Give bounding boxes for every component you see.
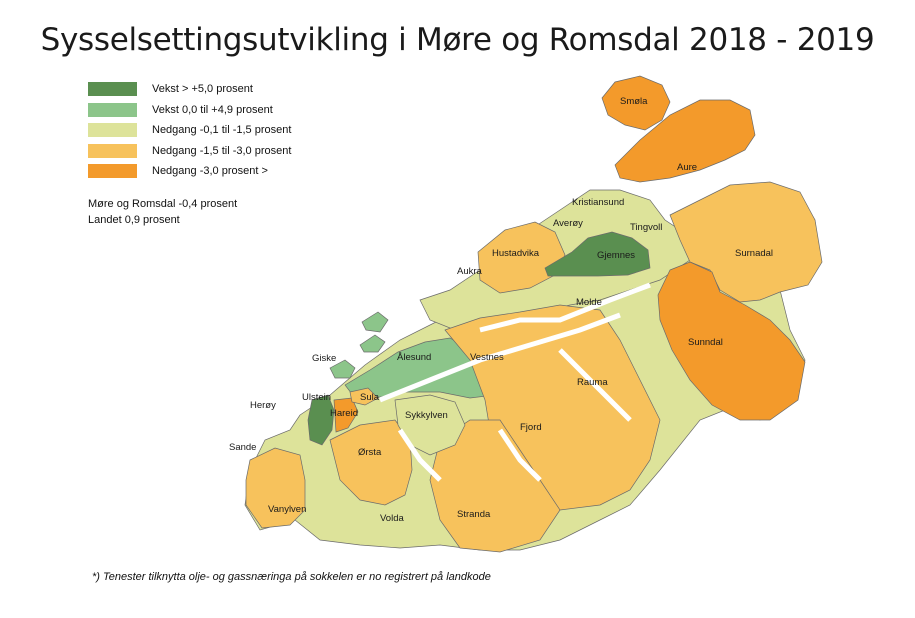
legend-item: Vekst > +5,0 prosent xyxy=(88,79,291,100)
map-title: Sysselsettingsutvikling i Møre og Romsda… xyxy=(40,22,875,58)
region-gjemnes xyxy=(544,231,651,277)
region-sunndal xyxy=(657,261,806,421)
county-summary: Møre og Romsdal -0,4 prosent xyxy=(88,198,238,210)
region-smola xyxy=(601,75,671,131)
fjord-lines xyxy=(379,282,651,482)
legend-label: Vekst > +5,0 prosent xyxy=(152,83,253,96)
map-label: Sykkylven xyxy=(405,410,448,421)
region-giske xyxy=(329,311,389,379)
map-label: Vestnes xyxy=(470,352,504,363)
region-fjord-stranda xyxy=(429,419,561,553)
region-aure xyxy=(614,99,756,183)
legend-item: Nedgang -1,5 til -3,0 prosent xyxy=(88,141,291,162)
legend-label: Nedgang -1,5 til -3,0 prosent xyxy=(152,144,292,157)
region-sula xyxy=(349,387,379,406)
legend: Vekst > +5,0 prosent Vekst 0,0 til +4,9 … xyxy=(88,79,291,182)
region-vanylven xyxy=(245,447,306,529)
map-label: Sula xyxy=(360,392,380,403)
legend-swatch xyxy=(88,123,137,138)
legend-swatch xyxy=(88,102,137,117)
map-label: Fjord xyxy=(520,422,542,433)
legend-swatch xyxy=(88,164,137,179)
map-label: Kristiansund xyxy=(572,197,624,208)
legend-item: Nedgang -3,0 prosent > xyxy=(88,161,291,182)
legend-swatch xyxy=(88,82,137,97)
map-label: Smøla xyxy=(620,96,648,107)
map-label: Aure xyxy=(677,162,697,173)
map-label: Gjemnes xyxy=(597,250,635,261)
map-label: Hustadvika xyxy=(492,248,540,259)
map-label: Sunndal xyxy=(688,337,723,348)
map-label: Ulstein xyxy=(302,392,331,403)
map-label: Herøy xyxy=(250,400,276,411)
map-label: Aukra xyxy=(457,266,483,277)
map-label: Stranda xyxy=(457,509,491,520)
region-orsta xyxy=(329,419,413,506)
map-label: Giske xyxy=(312,353,336,364)
summary-text: Møre og Romsdal -0,4 prosent Landet 0,9 … xyxy=(88,196,237,228)
map-label: Hareid xyxy=(330,408,358,419)
legend-label: Vekst 0,0 til +4,9 prosent xyxy=(152,103,273,116)
legend-label: Nedgang -0,1 til -1,5 prosent xyxy=(152,124,292,137)
map-label: Tingvoll xyxy=(630,222,662,233)
region-hareid xyxy=(333,397,359,433)
legend-swatch xyxy=(88,143,137,158)
map-label: Surnadal xyxy=(735,248,773,259)
region-ulstein xyxy=(307,394,335,446)
national-summary: Landet 0,9 prosent xyxy=(88,214,180,226)
legend-label: Nedgang -3,0 prosent > xyxy=(152,165,268,178)
map-label: Volda xyxy=(380,513,404,524)
map-label: Ålesund xyxy=(397,352,431,363)
legend-item: Vekst 0,0 til +4,9 prosent xyxy=(88,100,291,121)
map-label: Ørsta xyxy=(358,447,382,458)
footnote: *) Tenester tilknytta olje- og gassnærin… xyxy=(92,571,491,583)
map-label: Sande xyxy=(229,442,256,453)
map-label: Vanylven xyxy=(268,504,306,515)
map-label: Molde xyxy=(576,297,602,308)
region-surnadal xyxy=(669,181,823,303)
legend-item: Nedgang -0,1 til -1,5 prosent xyxy=(88,120,291,141)
map-label: Averøy xyxy=(553,218,583,229)
map-label: Rauma xyxy=(577,377,608,388)
